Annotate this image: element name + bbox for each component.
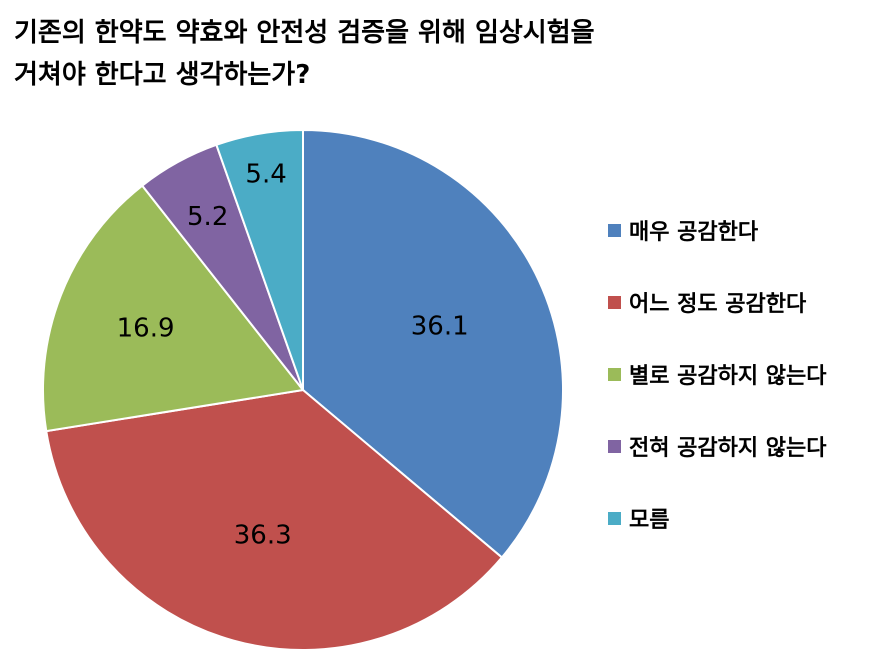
- pie-slice-3: [42, 184, 305, 433]
- legend-swatch-3: [608, 367, 621, 381]
- legend-item-1: 매우 공감한다: [608, 212, 826, 248]
- chart-title-line-2: 거쳐야 한다고 생각하는가?: [14, 60, 311, 90]
- legend-item-5: 모름: [608, 500, 826, 536]
- legend-item-3: 별로 공감하지 않는다: [608, 356, 826, 392]
- legend-label-5: 모름: [629, 508, 670, 533]
- legend-swatch-5: [608, 511, 621, 525]
- pie-slice-1: [302, 128, 564, 559]
- legend-swatch-1: [608, 223, 621, 237]
- legend-swatch-2: [608, 295, 621, 309]
- data-label-2: 36.3: [234, 520, 292, 550]
- data-label-5: 5.4: [245, 160, 286, 190]
- pie-slice-2: [45, 388, 504, 651]
- chart-title: 기존의 한약도 약효와 안전성 검증을 위해 임상시험을 거쳐야 한다고 생각하…: [14, 12, 874, 96]
- chart-title-line-1: 기존의 한약도 약효와 안전성 검증을 위해 임상시험을: [14, 18, 595, 48]
- pie-slice-5: [215, 128, 304, 391]
- legend-item-4: 전혀 공감하지 않는다: [608, 428, 826, 464]
- legend-label-1: 매우 공감한다: [629, 220, 759, 245]
- legend-label-3: 별로 공감하지 않는다: [629, 364, 827, 389]
- data-label-3: 16.9: [117, 314, 175, 344]
- data-label-1: 36.1: [411, 311, 469, 341]
- legend-label-2: 어느 정도 공감한다: [629, 292, 807, 317]
- legend-swatch-4: [608, 439, 621, 453]
- legend-label-4: 전혀 공감하지 않는다: [629, 436, 827, 461]
- data-label-4: 5.2: [187, 202, 228, 232]
- legend-item-2: 어느 정도 공감한다: [608, 284, 826, 320]
